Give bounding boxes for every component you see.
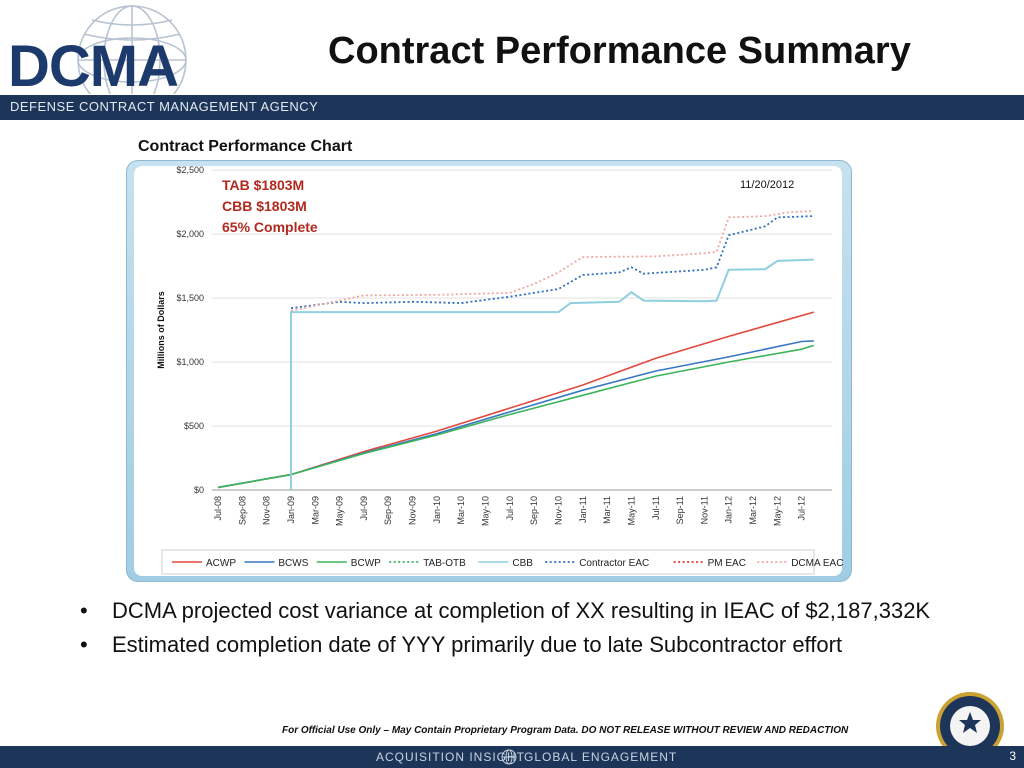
footer-disclaimer: For Official Use Only – May Contain Prop… xyxy=(282,725,849,736)
bullet-item: • Estimated completion date of YYY primar… xyxy=(70,630,950,660)
x-tick-label: May-12 xyxy=(772,496,782,526)
page-number: 3 xyxy=(1009,749,1016,763)
legend-label: BCWP xyxy=(351,558,381,569)
x-tick-label: May-09 xyxy=(335,496,345,526)
x-tick-label: Sep-11 xyxy=(675,496,685,524)
footer-banner: ACQUISITION INSIGHT GLOBAL ENGAGEMENT 3 xyxy=(0,746,1024,768)
chart-date-annotation: 11/20/2012 xyxy=(740,179,794,191)
tagline-left: ACQUISITION INSIGHT xyxy=(376,750,526,764)
legend-label: TAB-OTB xyxy=(423,558,466,569)
series-line-cbb xyxy=(290,258,814,490)
bullet-text: Estimated completion date of YYY primari… xyxy=(112,632,843,657)
y-tick-label: $500 xyxy=(184,421,204,431)
series-line-contractor-eac xyxy=(290,215,814,310)
series-line-dcma-eac xyxy=(290,210,814,312)
x-tick-label: Jul-09 xyxy=(359,496,369,521)
series-line-bcwp xyxy=(217,344,815,489)
bullet-dot-icon: • xyxy=(80,598,88,623)
y-tick-label: $0 xyxy=(194,485,204,495)
x-tick-label: May-11 xyxy=(626,496,636,525)
x-tick-label: Mar-12 xyxy=(748,496,758,525)
x-tick-label: May-10 xyxy=(481,496,491,526)
x-tick-label: Nov-10 xyxy=(553,496,563,525)
y-tick-label: $2,500 xyxy=(176,165,204,175)
chart-annotation: 65% Complete xyxy=(222,219,318,235)
x-tick-label: Nov-08 xyxy=(262,496,272,525)
bullet-list: • DCMA projected cost variance at complet… xyxy=(70,596,950,664)
y-tick-label: $2,000 xyxy=(176,229,204,239)
x-tick-label: Sep-09 xyxy=(383,496,393,525)
bullet-item: • DCMA projected cost variance at complet… xyxy=(70,596,950,626)
x-tick-label: Sep-10 xyxy=(529,496,539,525)
dcma-logo: DCMA xyxy=(8,34,179,99)
x-tick-label: Jul-12 xyxy=(797,496,807,521)
y-tick-label: $1,000 xyxy=(176,357,204,367)
legend-label: PM EAC xyxy=(708,558,746,569)
x-tick-label: Jul-11 xyxy=(651,496,661,520)
globe-icon xyxy=(501,749,517,765)
tagline-right: GLOBAL ENGAGEMENT xyxy=(524,750,678,764)
x-tick-label: Mar-11 xyxy=(602,496,612,524)
x-tick-label: Nov-11 xyxy=(699,496,709,524)
x-tick-label: Mar-10 xyxy=(456,496,466,525)
legend-label: BCWS xyxy=(278,558,308,569)
bullet-text: DCMA projected cost variance at completi… xyxy=(112,598,931,623)
x-tick-label: Jan-09 xyxy=(286,496,296,524)
x-tick-label: Jan-10 xyxy=(432,496,442,524)
x-tick-label: Mar-09 xyxy=(310,496,320,525)
y-tick-label: $1,500 xyxy=(176,293,204,303)
x-tick-label: Nov-09 xyxy=(408,496,418,525)
x-tick-label: Jan-11 xyxy=(578,496,588,523)
legend-label: CBB xyxy=(512,558,533,569)
chart-annotation: CBB $1803M xyxy=(222,198,307,214)
contract-performance-chart: $0 $500 $1,000 $1,500 $2,000 $2,500 Millions o… xyxy=(134,165,843,576)
x-tick-label: Jul-10 xyxy=(505,496,515,521)
legend-label: Contractor EAC xyxy=(579,558,649,569)
x-tick-label: Jan-12 xyxy=(724,496,734,524)
chart-annotation: TAB $1803M xyxy=(222,177,304,193)
y-axis-label: Millions of Dollars xyxy=(156,291,166,369)
agency-name: DEFENSE CONTRACT MANAGEMENT AGENCY xyxy=(10,99,319,114)
globe-logo-icon xyxy=(77,5,187,94)
chart-panel xyxy=(134,166,842,576)
legend-label: ACWP xyxy=(206,558,236,569)
bullet-dot-icon: • xyxy=(80,632,88,657)
x-tick-label: Sep-08 xyxy=(237,496,247,525)
chart-heading: Contract Performance Chart xyxy=(138,138,353,155)
dcma-seal-icon xyxy=(936,692,1004,760)
x-tick-label: Jul-08 xyxy=(213,496,223,521)
page-title: Contract Performance Summary xyxy=(328,30,911,72)
legend-label: DCMA EAC xyxy=(791,558,843,569)
agency-banner: DEFENSE CONTRACT MANAGEMENT AGENCY xyxy=(0,95,1024,120)
